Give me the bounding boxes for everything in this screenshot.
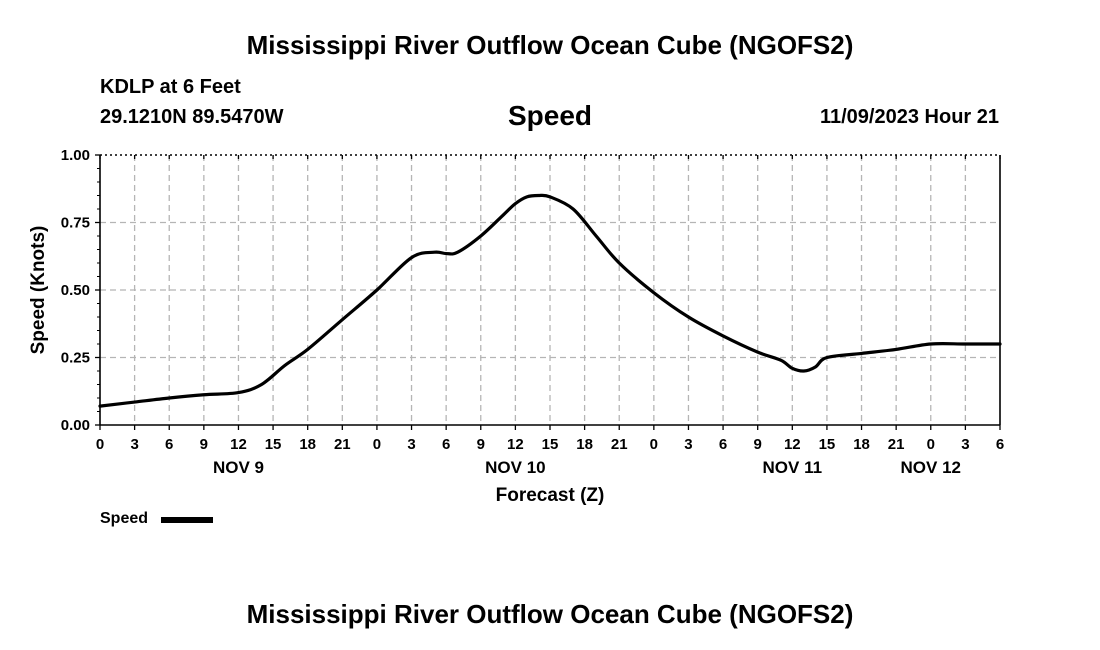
x-tick-label: 15 (819, 436, 836, 453)
x-tick-label: 12 (784, 436, 801, 453)
x-tick-label: 6 (442, 436, 450, 453)
x-day-label: NOV 12 (901, 458, 961, 477)
x-tick-label: 15 (265, 436, 282, 453)
legend-line-swatch (161, 517, 213, 523)
x-tick-label: 3 (961, 436, 969, 453)
legend-label: Speed (100, 510, 149, 527)
variable-title: Speed (507, 100, 593, 131)
x-tick-label: 3 (684, 436, 692, 453)
speed-chart: 0 3 6 9 12 15 18 21 0 3 6 9 12 15 18 21 0 3 6 9 12 15 18 21 0 3 6 0… (28, 147, 1004, 506)
x-tick-label: 0 (650, 436, 658, 453)
label-layer: 0 3 6 9 12 15 18 21 0 3 6 9 12 15 18 21 0 3 6 9 12 15 18 21 0 3 6 0… (28, 147, 1004, 506)
y-axis-title: Speed (Knots) (28, 226, 49, 355)
x-tick-label: 9 (754, 436, 762, 453)
x-day-label: NOV 11 (763, 458, 823, 477)
x-tick-label: 12 (230, 436, 247, 453)
y-tick-label: 0.50 (61, 282, 90, 299)
x-tick-label: 6 (719, 436, 727, 453)
station-coordinates: 29.1210N 89.5470W (100, 106, 284, 128)
axis-layer (95, 154, 1001, 430)
y-tick-label: 0.00 (61, 417, 90, 434)
x-tick-label: 0 (927, 436, 935, 453)
x-tick-label: 12 (507, 436, 524, 453)
y-tick-label: 0.25 (61, 350, 90, 367)
x-day-label: NOV 10 (485, 458, 545, 477)
y-tick-label: 1.00 (61, 147, 90, 164)
x-tick-label: 6 (165, 436, 173, 453)
y-tick-label: 0.75 (61, 215, 90, 232)
x-tick-label: 15 (542, 436, 559, 453)
x-tick-label: 0 (96, 436, 104, 453)
x-tick-label: 18 (299, 436, 316, 453)
x-axis-title: Forecast (Z) (496, 485, 605, 506)
chart-title-bottom: Mississippi River Outflow Ocean Cube (NG… (246, 599, 854, 629)
x-tick-label: 3 (407, 436, 415, 453)
x-tick-label: 18 (576, 436, 593, 453)
forecast-datetime: 11/09/2023 Hour 21 (819, 106, 999, 128)
x-tick-label: 21 (888, 436, 905, 453)
series-line-speed (98, 193, 1002, 408)
x-tick-label: 0 (373, 436, 381, 453)
x-tick-label: 3 (130, 436, 138, 453)
x-tick-label: 9 (200, 436, 208, 453)
grid-layer (100, 155, 1000, 425)
station-label: KDLP at 6 Feet (100, 76, 241, 98)
x-tick-label: 21 (611, 436, 628, 453)
x-tick-label: 18 (853, 436, 870, 453)
x-tick-label: 6 (996, 436, 1004, 453)
x-tick-label: 21 (334, 436, 351, 453)
x-day-label: NOV 9 (213, 458, 264, 477)
x-tick-label: 9 (477, 436, 485, 453)
series-layer (98, 193, 1002, 408)
chart-title-top: Mississippi River Outflow Ocean Cube (NG… (246, 30, 854, 60)
